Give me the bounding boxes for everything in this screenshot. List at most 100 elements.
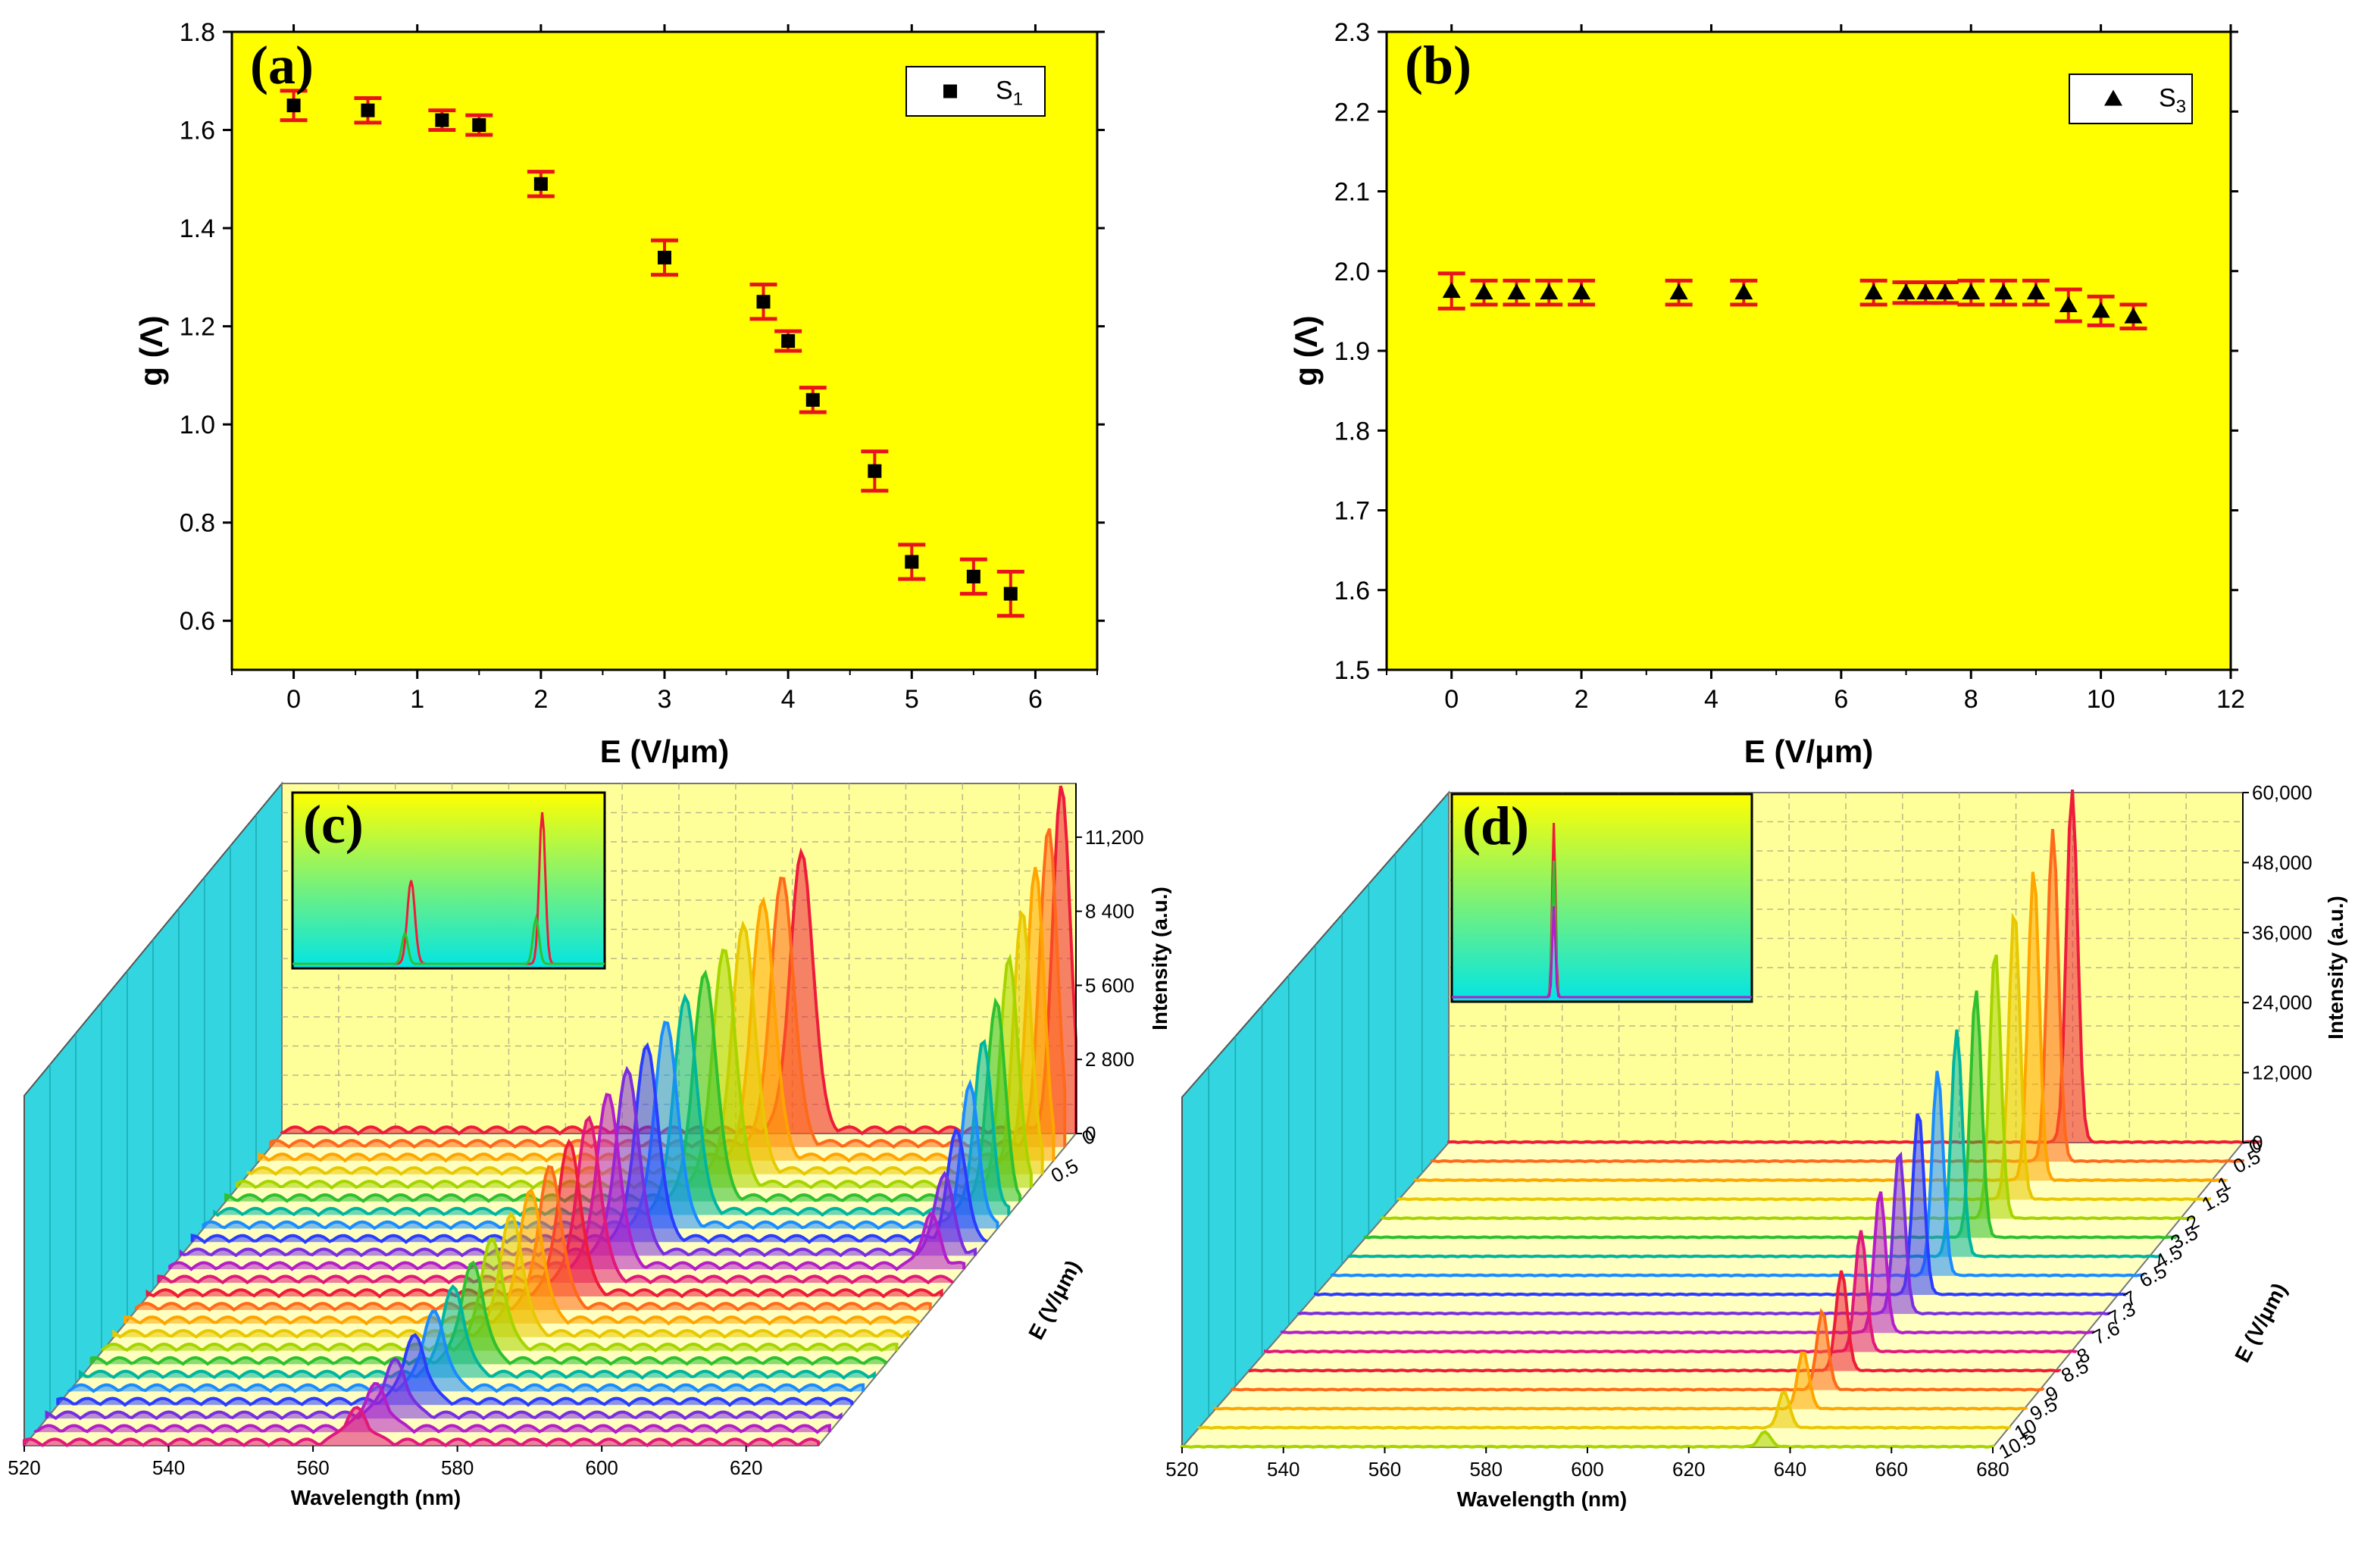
x-tick-label: 8 [1964,685,1978,714]
data-point [1572,283,1591,300]
data-point [1935,283,1954,300]
panel-letter-d: (d) [1462,796,1529,856]
spectrum-fill [102,1239,897,1351]
y-tick-label: 1.0 [180,411,215,439]
x-tick-label: 2 [1575,685,1589,714]
data-point [966,569,980,583]
x-tick-label: 540 [152,1456,185,1479]
panel-d-spectra [1181,789,2261,1449]
spectrum-trace [1331,1071,2144,1277]
legend-box [905,66,1046,117]
spectrum-trace [123,1187,921,1326]
y-tick-label: 1.8 [180,18,215,47]
y-tick-label: 2.0 [1334,258,1370,286]
data-point [361,103,375,117]
spectrum-trace [1297,1151,2111,1316]
legend-label-sub: 3 [2176,97,2186,117]
y-tick-label: 2.2 [1334,98,1370,127]
data-point [1442,282,1461,299]
x-tick-label: 4 [1704,685,1719,714]
spectrum-trace [1447,789,2261,1145]
z-tick-label: 11,200 [1085,826,1144,849]
z-tick-label: 8 400 [1085,900,1134,923]
x-tick-label: 10 [2087,685,2116,714]
spectrum-trace [1364,990,2178,1240]
panel-letter-a: (a) [250,35,314,95]
y-tick-label: 1.6 [1334,577,1370,605]
spectrum-trace [1181,1430,1994,1449]
x-tick-label: 580 [1470,1458,1503,1481]
spectrum-fill [1382,955,2193,1219]
x-tick-label: 2 [533,685,548,714]
spectrum-fill [1299,1155,2109,1315]
x-tick-label: 560 [1368,1458,1401,1481]
legend-label-sub: 1 [1013,89,1023,110]
z-tick-label: 24,000 [2252,991,2313,1014]
legend-box [2069,73,2193,124]
spectrum-fill [24,1407,818,1446]
data-point [1540,283,1559,300]
x-tick-label: 6 [1028,685,1043,714]
panel-c-intensity-label: Intensity (a.u.) [1148,887,1171,1030]
z-tick-label: 2 800 [1085,1048,1134,1071]
y-tick-label: 0.8 [180,509,215,538]
z-tick-label: 0 [1085,1122,1096,1145]
spectrum-trace [1248,1270,2061,1373]
z-tick-label: 5 600 [1085,974,1134,996]
y-tick-label: 1.8 [1334,417,1370,446]
z-tick-label: 48,000 [2252,851,2313,874]
spectrum-trace [78,1284,876,1380]
data-point [472,118,486,133]
panel-b-legend: S3 [2069,73,2193,124]
z-tick-label: 12,000 [2252,1062,2313,1084]
legend-marker-triangle [2104,89,2122,106]
y-tick-label: 0.6 [180,607,215,636]
panel-c: 520 540 560 580 600 620 0 2 800 5 600 8 400 11,200… [8,781,1171,1509]
spectrum-trace [1381,954,2194,1221]
panel-c-x-axis-label: Wavelength (nm) [291,1486,461,1509]
panel-a-legend: S1 [905,66,1046,117]
panel-d-intensity-label: Intensity (a.u.) [2324,896,2347,1040]
panel-d-e-axis-label: E (V/μm) [2230,1279,2291,1366]
spectrum-fill [1332,1071,2143,1276]
spectrum-trace [45,1357,843,1421]
spectrum-trace [33,1381,831,1434]
data-point [1916,283,1935,300]
data-point [1475,283,1493,300]
panel-a: 0 1 2 3 4 5 60.60.81.01.21.41.61.8 S1 (a) E (V… [133,18,1105,769]
data-point [781,334,796,349]
x-tick-label: 620 [1672,1458,1705,1481]
panel-a-series [280,89,1024,618]
spectrum-trace [1231,1308,2044,1392]
spectrum-trace [23,1406,820,1448]
spectrum-trace [89,1260,887,1366]
data-point [756,295,771,309]
x-tick-label: 12 [2216,685,2245,714]
data-point [658,250,671,264]
x-tick-label: 520 [1165,1458,1198,1481]
y-tick-label: 1.6 [180,117,215,145]
data-point [1962,283,1981,300]
spectrum-trace [1314,1113,2128,1297]
spectrum-trace [1431,828,2244,1164]
spectrum-fill [114,1214,909,1337]
z-tick-label: 36,000 [2252,921,2313,944]
panel-a-plot-area [230,30,1099,671]
x-tick-label: 1 [410,685,424,714]
data-point [1897,283,1916,300]
data-point [1994,283,2013,300]
x-tick-label: 6 [1834,685,1848,714]
legend-marker-square [943,84,957,99]
y-tick-label: 1.5 [1334,656,1370,685]
x-tick-label: 520 [8,1456,40,1479]
legend-label-main: S [2159,84,2176,113]
panel-a-axes: 0 1 2 3 4 5 6 0.6 0.8 1.0 1.2 1.4 1.6 1.8 [180,18,1105,714]
data-point [2059,296,2078,313]
x-tick-label: 560 [296,1456,329,1479]
panel-letter-b: (b) [1405,35,1471,95]
data-point [533,177,548,191]
data-point [1864,283,1883,300]
x-tick-label: 680 [1976,1458,2009,1481]
data-point [2026,283,2045,300]
y-tick-label: 1.2 [180,313,215,342]
